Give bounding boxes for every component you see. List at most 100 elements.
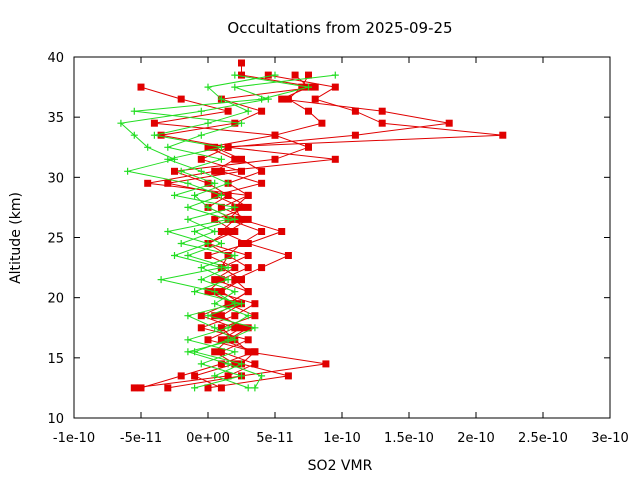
data-point: [197, 324, 205, 332]
data-point: [331, 155, 339, 163]
data-point: [251, 384, 259, 392]
x-axis-label: SO2 VMR: [308, 458, 373, 474]
data-point: [378, 107, 386, 115]
data-point: [150, 131, 158, 139]
data-point: [204, 252, 212, 259]
data-point: [258, 107, 266, 115]
y-tick-label: 15: [47, 352, 64, 367]
data-point: [238, 324, 245, 332]
data-point: [311, 95, 319, 103]
x-tick-label: 0e+00: [186, 431, 230, 446]
data-point: [217, 240, 225, 247]
data-point: [217, 360, 225, 368]
data-point: [224, 191, 232, 199]
data-point: [197, 167, 205, 175]
x-tick-label: 5e-11: [256, 431, 294, 446]
data-point: [305, 107, 312, 115]
data-point: [238, 203, 245, 211]
data-point: [331, 83, 339, 91]
data-point: [191, 288, 199, 296]
data-point: [224, 372, 232, 380]
data-point: [351, 131, 359, 139]
data-point: [191, 348, 199, 356]
x-tick-label: -1e-10: [53, 431, 95, 446]
data-point: [137, 384, 145, 392]
data-point: [378, 119, 386, 127]
data-point: [191, 228, 199, 235]
y-tick-label: 40: [47, 51, 64, 66]
data-point: [197, 155, 205, 163]
data-point: [211, 312, 219, 320]
data-point: [211, 191, 219, 199]
data-point: [137, 83, 145, 91]
data-point: [231, 83, 239, 91]
data-point: [157, 276, 165, 284]
data-point: [211, 215, 219, 223]
series-7: [130, 71, 312, 392]
data-point: [291, 71, 299, 79]
data-point: [258, 179, 266, 187]
data-point: [231, 228, 239, 235]
x-axis-ticks: -1e-10 -5e-11 0e+00 5e-11 1e-10 1.5e-10 2e-10 2…: [53, 57, 629, 446]
data-point: [224, 360, 232, 368]
data-point: [284, 252, 292, 259]
data-point: [231, 155, 239, 163]
y-tick-label: 10: [47, 412, 64, 427]
data-point: [191, 384, 199, 392]
data-point: [211, 372, 219, 380]
data-point: [130, 131, 138, 139]
data-point: [171, 252, 178, 259]
data-point: [244, 107, 252, 115]
data-point: [191, 372, 199, 380]
data-point: [177, 240, 185, 247]
x-tick-label: 2e-10: [457, 431, 495, 446]
data-point: [231, 312, 239, 320]
data-point: [244, 336, 252, 344]
data-point: [331, 71, 339, 79]
data-point: [244, 264, 252, 272]
data-point: [244, 203, 252, 211]
data-point: [157, 131, 165, 139]
data-point: [251, 360, 259, 368]
data-point: [224, 252, 232, 259]
data-point: [204, 203, 212, 211]
data-point: [224, 264, 232, 272]
data-point: [244, 288, 252, 296]
plot-frame: [73, 56, 611, 419]
data-point: [164, 179, 172, 187]
data-point: [211, 324, 219, 332]
data-point: [197, 312, 205, 320]
data-point: [211, 300, 219, 308]
data-point: [278, 228, 286, 235]
data-point: [251, 300, 259, 308]
data-point: [244, 324, 252, 332]
data-point: [258, 264, 266, 272]
data-point: [204, 336, 212, 344]
data-point: [244, 312, 252, 320]
data-point: [244, 384, 252, 392]
data-point: [231, 203, 239, 211]
data-point: [224, 179, 232, 187]
y-tick-label: 20: [47, 292, 64, 307]
data-point: [217, 155, 225, 163]
data-point: [231, 324, 239, 332]
data-point: [264, 71, 272, 79]
data-point: [311, 83, 319, 91]
data-point: [204, 288, 212, 296]
data-point: [238, 119, 245, 127]
data-point: [238, 215, 245, 223]
data-point: [177, 167, 185, 175]
x-tick-label: 3e-10: [591, 431, 629, 446]
data-point: [244, 252, 252, 259]
data-point: [258, 228, 266, 235]
data-point: [318, 119, 326, 127]
data-point: [224, 324, 232, 332]
data-point: [204, 312, 212, 320]
data-point: [224, 228, 232, 235]
data-point: [144, 179, 152, 187]
data-point: [204, 384, 212, 392]
data-point: [258, 372, 266, 380]
data-point: [224, 300, 232, 308]
data-point: [171, 167, 178, 175]
